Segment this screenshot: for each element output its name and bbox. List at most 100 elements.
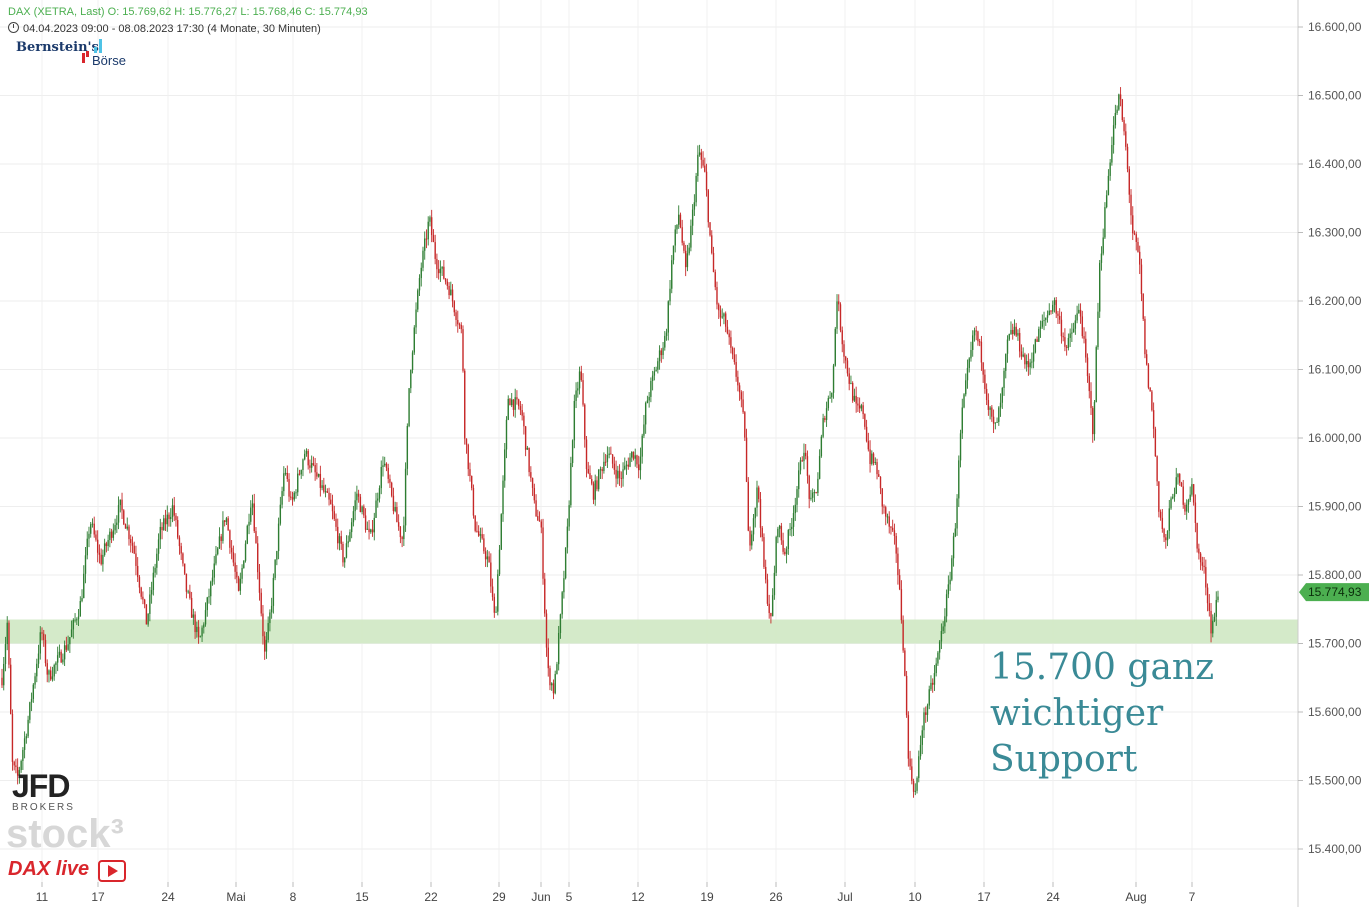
candle-body — [223, 520, 226, 522]
candle-body — [493, 596, 496, 613]
candle-body — [183, 563, 186, 574]
candle-body — [114, 525, 116, 531]
candle-body — [323, 485, 325, 492]
candle-body — [1109, 162, 1111, 176]
candle-body — [959, 433, 962, 461]
candle-body — [644, 402, 647, 425]
candle-body — [63, 645, 66, 660]
candle-body — [885, 507, 887, 517]
candle-body — [239, 578, 242, 591]
candle-body — [56, 655, 59, 663]
candle-body — [267, 623, 269, 640]
candle-body — [705, 171, 708, 191]
candle-body — [545, 613, 548, 648]
candle-body — [542, 527, 544, 579]
candle-body — [841, 330, 843, 345]
candle-body — [1163, 528, 1165, 538]
candle-body — [236, 571, 238, 578]
candle-body — [1177, 474, 1179, 478]
candle-body — [620, 477, 623, 479]
candle-body — [164, 518, 167, 525]
candle-body — [978, 341, 981, 343]
candle-body — [46, 663, 48, 675]
candle-body — [1180, 482, 1183, 487]
candle-body — [664, 335, 666, 348]
candle-body — [617, 470, 619, 479]
candle-body — [121, 499, 123, 511]
candle-body — [686, 253, 689, 268]
candle-body — [1017, 332, 1019, 336]
candle-body — [147, 613, 149, 625]
candle-body — [638, 464, 640, 471]
candle-body — [170, 516, 172, 520]
candle-body — [227, 518, 229, 531]
candle-body — [441, 266, 443, 269]
candle-body — [347, 541, 349, 544]
candle-body — [291, 497, 294, 500]
candle-body — [587, 469, 589, 474]
candle-body — [217, 548, 219, 555]
candle-body — [1175, 477, 1177, 494]
candle-body — [130, 539, 132, 543]
candle-body — [470, 476, 473, 489]
candle-body — [420, 267, 422, 279]
candle-body — [286, 472, 288, 479]
candle-body — [1126, 146, 1129, 170]
candle-body — [803, 452, 805, 462]
candle-body — [690, 225, 692, 248]
candle-body — [98, 552, 101, 555]
candle-body — [671, 260, 673, 289]
candle-body — [839, 304, 842, 331]
candle-body — [18, 770, 21, 776]
candle-body — [650, 381, 652, 397]
candle-body — [96, 539, 99, 553]
candle-body — [773, 572, 776, 596]
candle-body — [999, 402, 1002, 408]
candle-body — [81, 598, 83, 602]
candle-body — [980, 341, 983, 363]
candle-body — [1069, 333, 1071, 338]
candle-body — [145, 604, 148, 625]
candle-body — [904, 650, 906, 676]
candle-body — [1034, 339, 1037, 353]
candle-body — [895, 535, 897, 554]
candle-body — [1191, 484, 1193, 495]
candle-body — [1041, 320, 1043, 327]
candle-body — [785, 549, 788, 555]
candle-body — [657, 361, 659, 370]
candle-body — [500, 514, 502, 550]
candle-body — [241, 567, 243, 579]
candle-body — [159, 526, 162, 540]
candle-body — [641, 435, 643, 457]
candle-body — [455, 312, 457, 320]
candle-body — [424, 238, 426, 251]
candle-body — [907, 715, 910, 759]
candle-body — [1158, 481, 1160, 512]
candle-body — [909, 758, 911, 767]
candle-body — [570, 463, 572, 506]
candle-body — [364, 515, 367, 530]
candle-body — [458, 324, 461, 326]
candle-body — [1045, 317, 1047, 321]
candle-body — [961, 407, 963, 434]
candle-body — [11, 713, 14, 762]
candle-body — [723, 313, 725, 317]
candle-body — [843, 344, 845, 357]
candle-body — [1151, 391, 1153, 411]
candle-body — [1006, 339, 1009, 354]
candle-body — [15, 765, 17, 768]
candle-body — [1152, 410, 1155, 429]
candle-body — [404, 468, 407, 526]
candle-body — [695, 175, 697, 203]
candle-body — [719, 310, 722, 318]
candle-body — [984, 374, 986, 389]
candle-body — [269, 612, 271, 624]
candle-body — [263, 636, 266, 652]
candle-body — [834, 328, 836, 366]
candle-body — [674, 229, 676, 246]
candle-body — [309, 465, 311, 468]
candle-body — [573, 400, 576, 441]
candle-body — [538, 520, 541, 522]
candle-body — [222, 520, 224, 541]
candle-body — [295, 492, 297, 494]
